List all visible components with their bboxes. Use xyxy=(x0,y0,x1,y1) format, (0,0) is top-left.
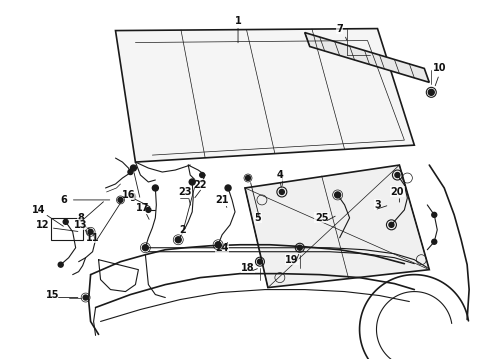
Text: 5: 5 xyxy=(255,213,261,223)
Circle shape xyxy=(279,189,284,194)
Circle shape xyxy=(395,172,400,177)
Text: 13: 13 xyxy=(74,220,87,230)
Circle shape xyxy=(118,197,123,202)
Circle shape xyxy=(130,165,136,171)
Text: 19: 19 xyxy=(285,255,298,265)
Text: 1: 1 xyxy=(235,15,242,26)
Circle shape xyxy=(152,185,158,191)
Text: 14: 14 xyxy=(32,205,46,215)
Circle shape xyxy=(389,222,394,227)
Text: 25: 25 xyxy=(315,213,328,223)
Circle shape xyxy=(215,242,221,248)
Circle shape xyxy=(189,179,195,185)
Circle shape xyxy=(83,295,88,300)
Circle shape xyxy=(428,89,434,95)
Text: 18: 18 xyxy=(241,263,255,273)
Text: 9: 9 xyxy=(129,193,136,203)
Text: 3: 3 xyxy=(374,200,381,210)
Text: 24: 24 xyxy=(215,243,229,253)
Circle shape xyxy=(225,185,231,191)
Text: 4: 4 xyxy=(276,170,283,180)
Circle shape xyxy=(257,259,263,264)
Polygon shape xyxy=(305,32,429,82)
Text: 2: 2 xyxy=(179,225,186,235)
Circle shape xyxy=(432,212,437,217)
Text: 6: 6 xyxy=(60,195,67,205)
Circle shape xyxy=(58,262,63,267)
Circle shape xyxy=(128,170,133,175)
Text: 17: 17 xyxy=(136,203,149,213)
Bar xyxy=(51,218,83,240)
Circle shape xyxy=(432,239,437,244)
Circle shape xyxy=(245,176,250,180)
Circle shape xyxy=(175,237,181,243)
Text: 16: 16 xyxy=(122,190,135,200)
Circle shape xyxy=(200,172,205,177)
Circle shape xyxy=(297,245,302,250)
Polygon shape xyxy=(245,165,429,288)
Text: 12: 12 xyxy=(36,220,49,230)
Text: 15: 15 xyxy=(46,289,59,300)
Circle shape xyxy=(88,229,93,234)
Circle shape xyxy=(143,245,148,251)
Text: 22: 22 xyxy=(194,180,207,190)
Text: 20: 20 xyxy=(391,187,404,197)
Circle shape xyxy=(335,192,341,198)
Circle shape xyxy=(63,219,68,224)
Text: 8: 8 xyxy=(77,213,84,223)
Text: 10: 10 xyxy=(433,63,446,73)
Polygon shape xyxy=(116,28,415,162)
Circle shape xyxy=(146,207,151,212)
Text: 11: 11 xyxy=(86,233,99,243)
Text: 23: 23 xyxy=(178,187,192,197)
Text: 7: 7 xyxy=(336,24,343,33)
Text: 21: 21 xyxy=(215,195,229,205)
